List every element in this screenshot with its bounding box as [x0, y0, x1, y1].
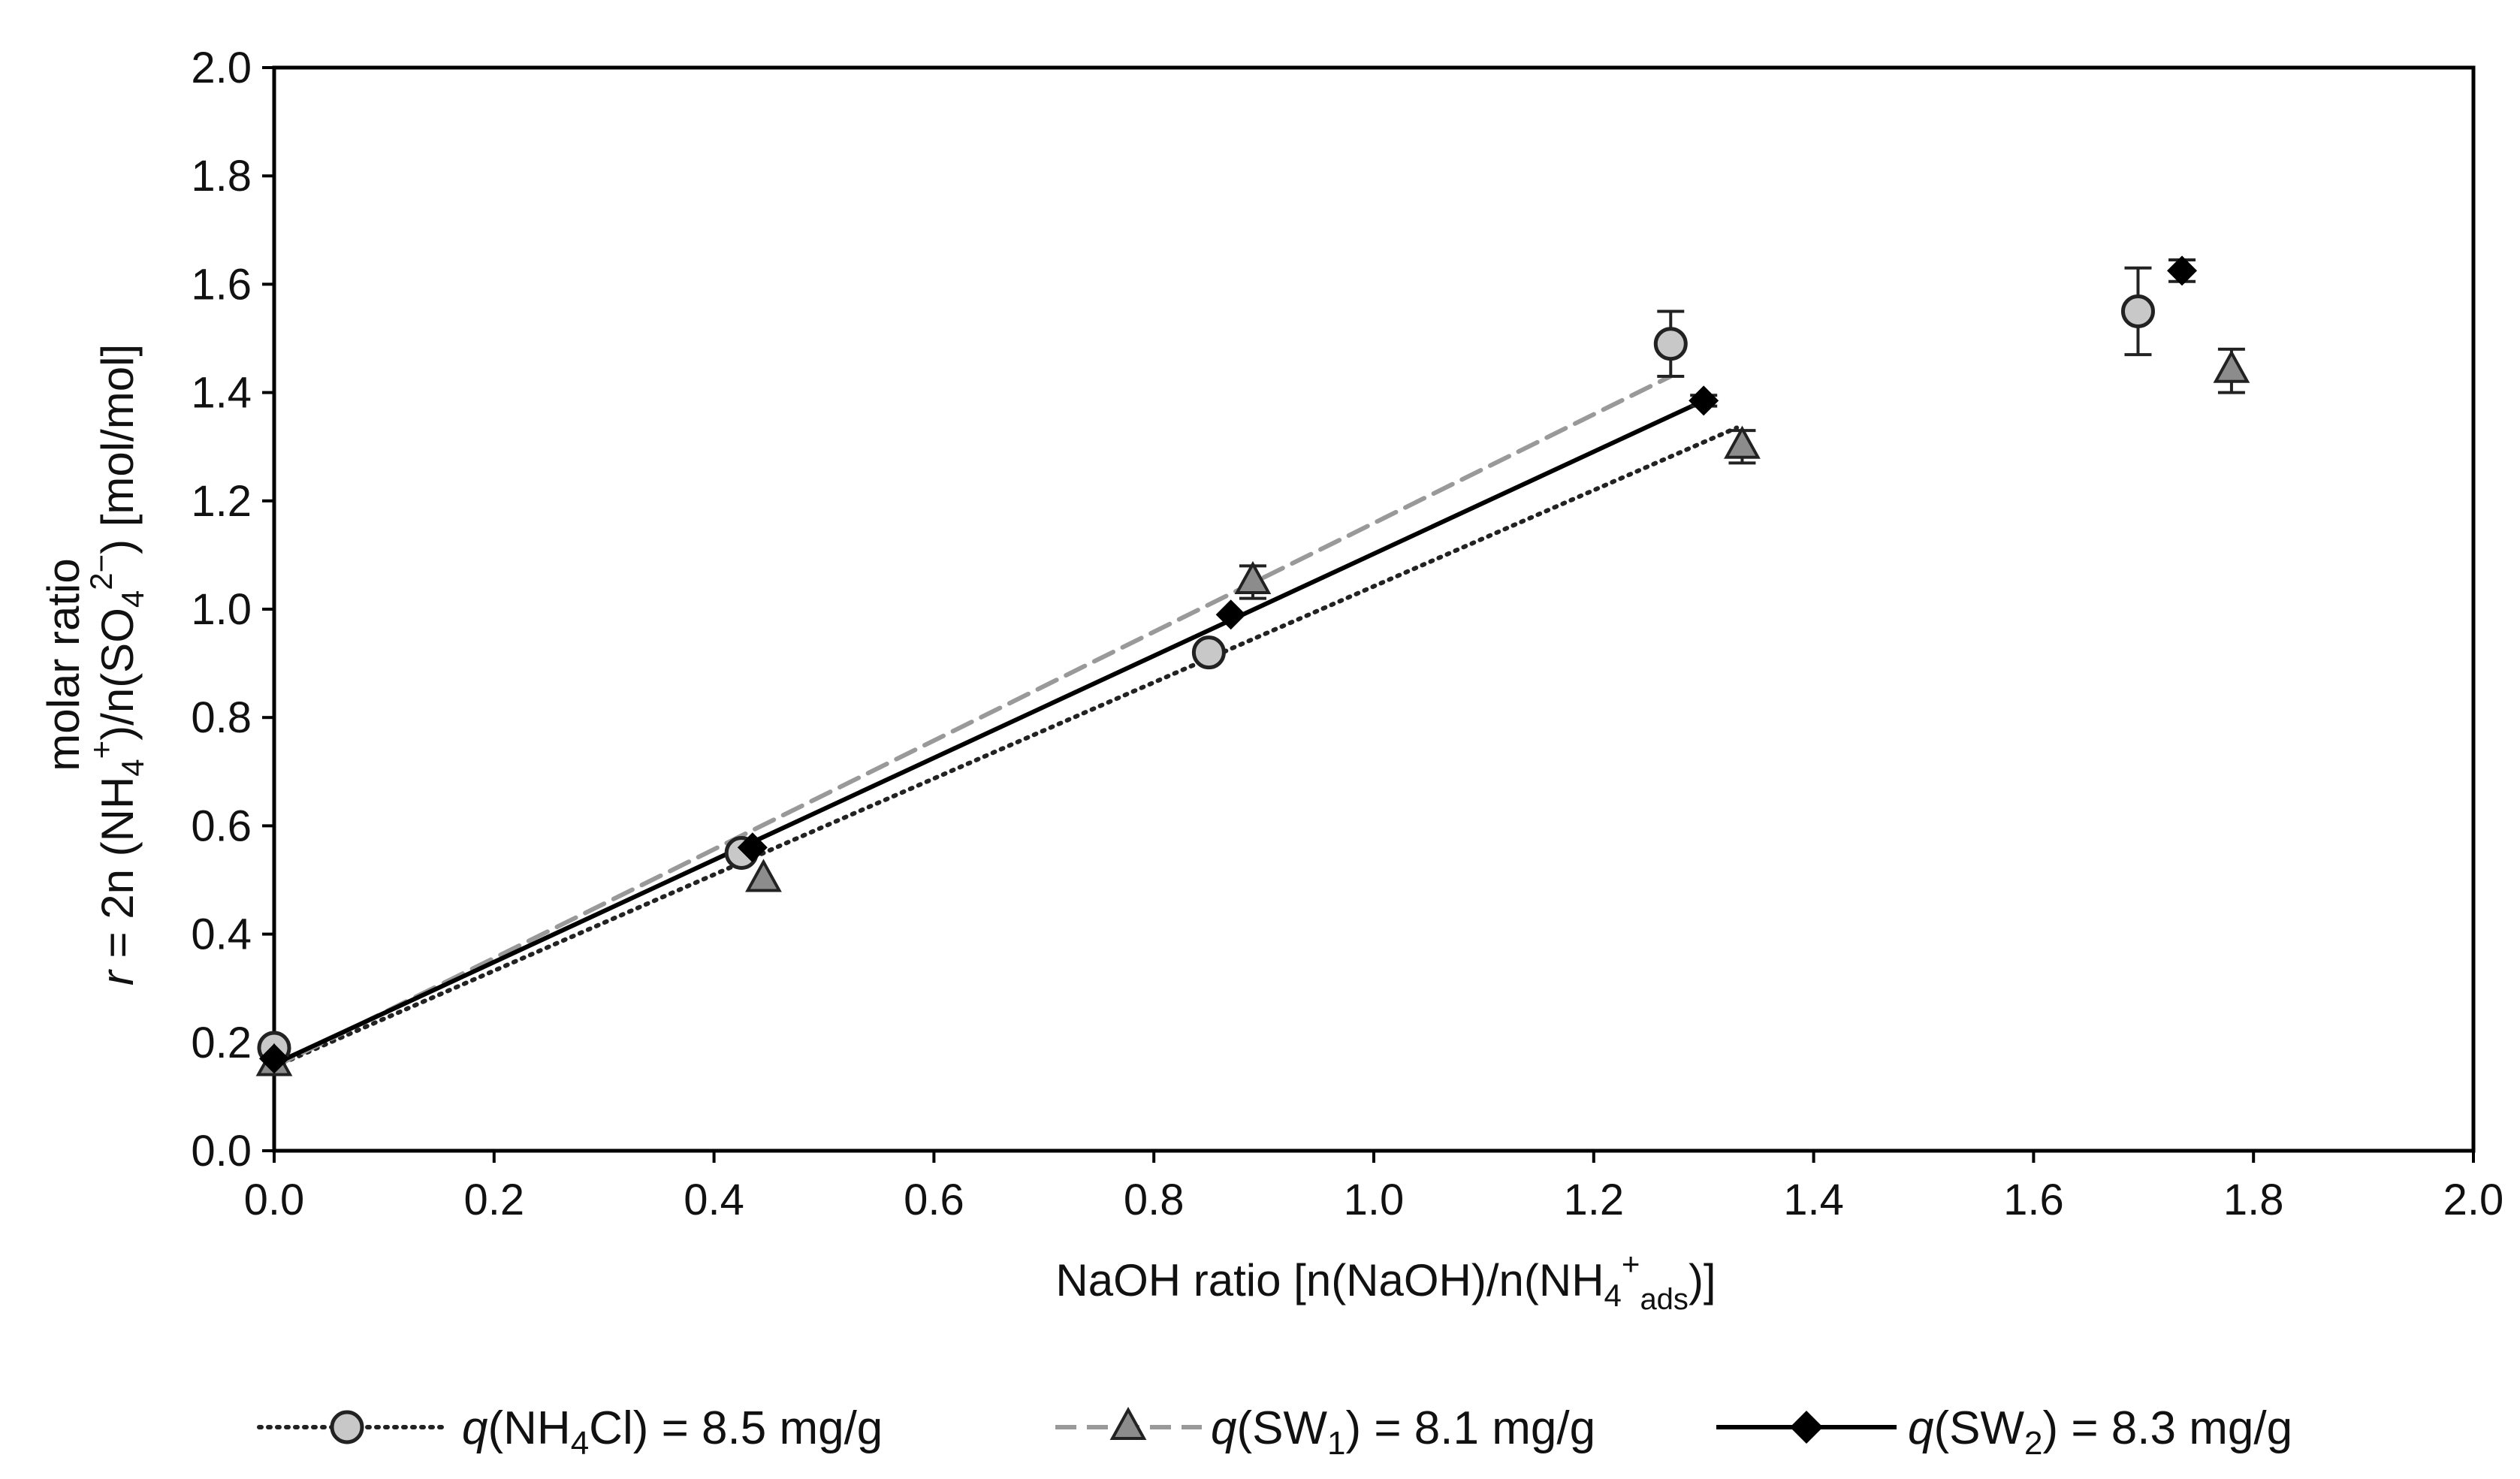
y-axis-title-line1: molar ratio: [38, 558, 89, 771]
data-point-circle: [1653, 327, 1688, 361]
legend-label-sw2: q(SW2) = 8.3 mg/g: [1908, 1402, 2292, 1462]
x-tick-label: 0.8: [1124, 1176, 1185, 1224]
x-tick-label: 0.4: [684, 1176, 744, 1224]
legend-label-nh4cl: q(NH4Cl) = 8.5 mg/g: [462, 1402, 883, 1462]
y-tick-label: 0.6: [191, 801, 252, 850]
data-point-diamond: [1215, 599, 1246, 630]
data-point-diamond: [259, 1043, 289, 1074]
data-point-circle: [1191, 635, 1226, 670]
legend-item-nh4cl: q(NH4Cl) = 8.5 mg/g: [257, 1402, 883, 1462]
y-tick-label: 1.0: [191, 585, 252, 634]
y-axis-title-line2: r = 2n (NH4+)/n(SO42−) [mol/mol]: [83, 344, 150, 985]
data-point-triangle: [745, 859, 782, 892]
y-tick-label: 0.4: [191, 910, 252, 959]
data-point-diamond: [2167, 255, 2198, 286]
data-point-triangle: [1724, 425, 1761, 459]
y-tick-label: 0.0: [191, 1127, 252, 1176]
x-tick-label: 2.0: [2443, 1176, 2504, 1224]
y-tick-label: 0.2: [191, 1019, 252, 1067]
x-axis: 0.0 0.2 0.4 0.6 0.8 1.0 1.2 1.4 1.6 1.8 2.0: [244, 1151, 2504, 1224]
legend-label-sw1: q(SW1) = 8.1 mg/g: [1211, 1402, 1595, 1462]
legend: q(NH4Cl) = 8.5 mg/g q(SW1) = 8.1 mg/g q(…: [257, 1402, 2292, 1462]
x-tick-label: 1.2: [1563, 1176, 1624, 1224]
x-tick-label: 1.8: [2223, 1176, 2284, 1224]
x-tick-label: 0.2: [463, 1176, 524, 1224]
data-point-triangle: [1234, 560, 1272, 594]
x-tick-label: 1.0: [1344, 1176, 1405, 1224]
legend-item-sw2: q(SW2) = 8.3 mg/g: [1716, 1402, 2292, 1462]
data-point-triangle: [2213, 349, 2250, 383]
legend-marker-triangle: [1109, 1406, 1147, 1440]
y-axis-title: molar ratio r = 2n (NH4+)/n(SO42−) [mol/…: [38, 344, 150, 985]
trend-line-series-1: [272, 373, 1673, 1070]
y-tick-label: 0.8: [191, 693, 252, 742]
y-tick-label: 1.4: [191, 369, 252, 418]
legend-marker-diamond: [1790, 1411, 1823, 1444]
x-tick-label: 1.6: [2003, 1176, 2064, 1224]
y-tick-label: 1.2: [191, 477, 252, 526]
trend-line-series-2: [272, 398, 1707, 1067]
x-tick-label: 0.6: [904, 1176, 964, 1224]
y-tick-label: 1.8: [191, 152, 252, 201]
data-point-diamond: [737, 832, 768, 863]
x-tick-label: 1.4: [1783, 1176, 1844, 1224]
y-tick-label: 1.6: [191, 260, 252, 309]
legend-marker-circle: [330, 1410, 364, 1444]
y-axis: 0.0 0.2 0.4 0.6 0.8 1.0 1.2 1.4 1.6 1.8 2.0: [191, 44, 274, 1176]
data-point-circle: [2120, 294, 2155, 328]
legend-item-sw1: q(SW1) = 8.1 mg/g: [1055, 1402, 1595, 1462]
data-point-diamond: [1689, 385, 1719, 416]
trend-lines: [272, 373, 1740, 1070]
x-tick-label: 0.0: [244, 1176, 305, 1224]
data-points: [255, 255, 2250, 1076]
y-tick-label: 2.0: [191, 44, 252, 92]
x-axis-title: NaOH ratio [n(NaOH)/n(NH4+ads)]: [1055, 1246, 1716, 1316]
